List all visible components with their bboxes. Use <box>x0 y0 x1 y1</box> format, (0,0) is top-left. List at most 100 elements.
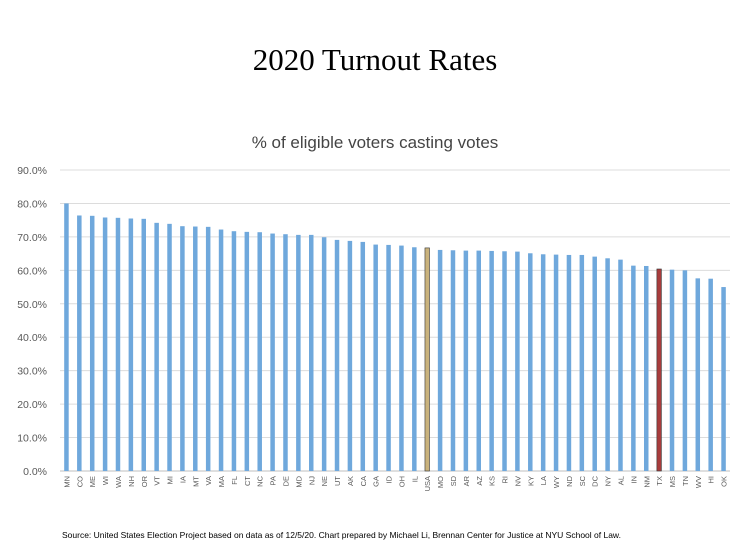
bar-mi <box>167 223 172 471</box>
bar-sd <box>450 250 456 471</box>
bar-md <box>296 234 301 471</box>
bar-va <box>205 226 211 471</box>
bar-wa <box>115 217 121 471</box>
y-tick-label: 10.0% <box>17 433 47 445</box>
x-tick-label: SC <box>578 475 587 486</box>
x-tick-label: LA <box>539 476 548 485</box>
bar-ma <box>218 229 224 471</box>
bar-co <box>77 215 82 471</box>
x-tick-label: AZ <box>475 476 484 486</box>
x-tick-label: WV <box>694 476 703 488</box>
x-tick-label: ID <box>385 475 394 483</box>
y-tick-label: 90.0% <box>17 165 47 177</box>
x-tick-label: DE <box>281 476 290 486</box>
page-title: 2020 Turnout Rates <box>252 42 498 77</box>
bar-usa <box>424 247 430 472</box>
bar-wv <box>695 278 701 471</box>
x-tick-label: NC <box>256 475 265 486</box>
bar-ct <box>244 231 250 471</box>
x-tick-label: KY <box>526 476 535 486</box>
x-tick-label: NV <box>513 476 522 486</box>
x-axis-labels: MN CO ME WI WA NH OR VT MI IA MT VA MA FL CT NC PA DE MD NJ… <box>62 475 728 491</box>
x-tick-label: AL <box>616 476 625 485</box>
x-tick-label: OH <box>397 476 406 487</box>
bar-ak <box>347 240 353 471</box>
bar-ar <box>463 250 469 471</box>
x-tick-label: FL <box>230 476 239 485</box>
bar-nm <box>644 265 649 471</box>
bar-mn <box>64 203 69 471</box>
x-tick-label: AK <box>346 476 355 486</box>
bar-ca <box>360 241 366 471</box>
x-tick-label: NJ <box>307 476 316 485</box>
bar-ga <box>373 244 378 471</box>
x-tick-label: AR <box>462 475 471 486</box>
x-tick-label: WY <box>552 476 561 488</box>
y-tick-label: 20.0% <box>17 399 47 411</box>
bar-ks <box>489 250 494 471</box>
bar-in <box>631 265 636 471</box>
x-tick-label: NM <box>642 476 651 488</box>
x-tick-label: WA <box>114 476 123 488</box>
bar-fl <box>231 231 237 471</box>
x-tick-label: MD <box>294 475 303 487</box>
bar-ms <box>669 269 675 471</box>
x-tick-label: NY <box>604 476 613 486</box>
gridlines <box>60 169 730 472</box>
x-tick-label: VA <box>204 476 213 485</box>
x-tick-label: KS <box>488 476 497 486</box>
x-tick-label: OK <box>720 476 729 487</box>
x-tick-label: OR <box>140 475 149 487</box>
x-tick-label: MA <box>217 476 226 487</box>
x-tick-label: USA <box>423 476 432 491</box>
bar-me <box>89 215 95 471</box>
x-tick-label: IL <box>410 476 419 482</box>
bar-nv <box>515 251 520 471</box>
x-tick-label: SD <box>449 475 458 486</box>
x-tick-label: CT <box>243 476 252 486</box>
y-tick-label: 40.0% <box>17 332 47 344</box>
bar-ri <box>502 251 507 471</box>
bar-ny <box>605 258 610 471</box>
bar-pa <box>270 233 275 471</box>
bar-il <box>412 247 417 471</box>
bar-nd <box>566 254 572 471</box>
bar-de <box>283 234 288 471</box>
bar-al <box>618 259 623 471</box>
x-tick-label: MO <box>436 476 445 488</box>
y-axis-labels: 0.0% 10.0% 20.0% 30.0% 40.0% 50.0% 60.0% 70.0% 8… <box>17 165 47 478</box>
x-tick-label: IN <box>629 476 638 484</box>
x-tick-label: TX <box>655 476 664 486</box>
bar-ky <box>528 253 533 471</box>
x-tick-label: MT <box>191 476 200 487</box>
x-tick-label: ME <box>88 476 97 487</box>
bar-id <box>386 244 391 471</box>
x-tick-label: MS <box>668 476 677 487</box>
bar-oh <box>399 245 404 471</box>
x-tick-label: NH <box>127 476 136 487</box>
bar-la <box>540 254 546 471</box>
bar-mo <box>437 249 443 471</box>
bar-az <box>476 250 481 471</box>
bar-tn <box>682 270 688 471</box>
bar-ut <box>334 239 340 471</box>
x-tick-label: MI <box>166 476 175 484</box>
bar-vt <box>154 222 159 471</box>
x-tick-label: NE <box>320 476 329 486</box>
y-tick-label: 70.0% <box>17 232 47 244</box>
bar-mt <box>193 226 198 471</box>
bar-hi <box>708 278 713 471</box>
x-tick-label: RI <box>501 476 510 484</box>
x-tick-label: ND <box>565 475 574 486</box>
bar-dc <box>592 256 597 471</box>
x-tick-label: WI <box>101 476 110 485</box>
bar-nc <box>257 232 262 471</box>
chart-title: % of eligible voters casting votes <box>251 133 499 152</box>
x-tick-label: GA <box>372 476 381 487</box>
bar-nh <box>128 218 134 471</box>
bar-tx <box>656 268 662 472</box>
y-tick-label: 50.0% <box>17 299 47 311</box>
x-tick-label: TN <box>681 476 690 486</box>
x-tick-label: VT <box>153 476 162 486</box>
